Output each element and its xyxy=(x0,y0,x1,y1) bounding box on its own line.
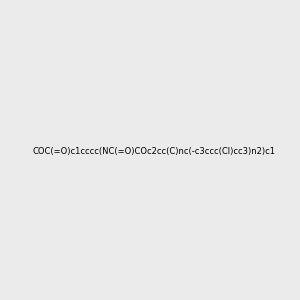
Text: COC(=O)c1cccc(NC(=O)COc2cc(C)nc(-c3ccc(Cl)cc3)n2)c1: COC(=O)c1cccc(NC(=O)COc2cc(C)nc(-c3ccc(C… xyxy=(32,147,275,156)
